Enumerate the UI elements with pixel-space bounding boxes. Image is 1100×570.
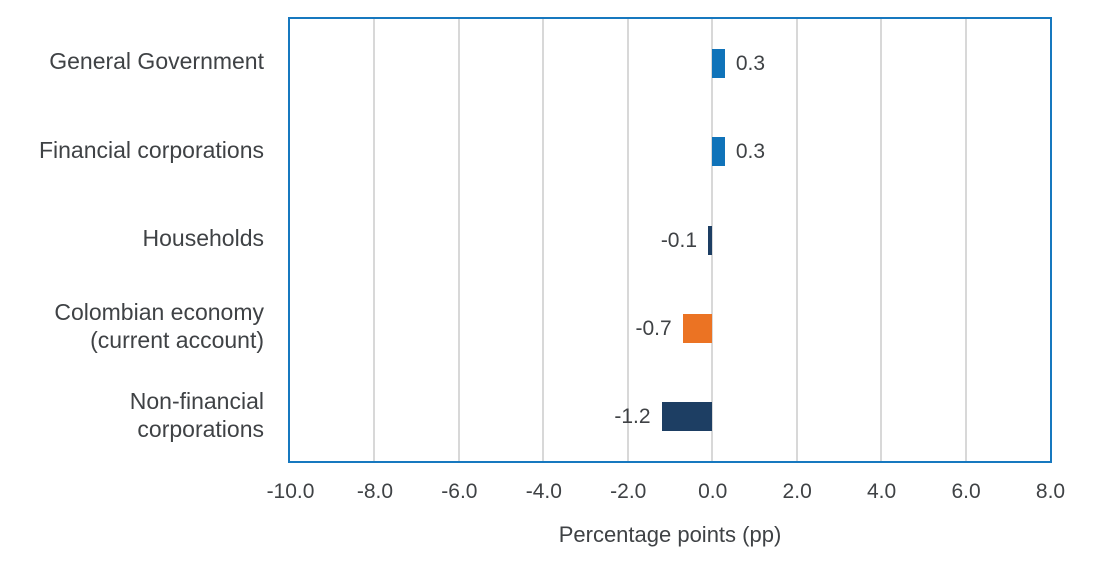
x-tick-label: -4.0 <box>525 480 562 503</box>
category-labels: General Government Financial corporations… <box>0 17 264 463</box>
gridline <box>711 19 714 461</box>
category-label: General Government <box>49 48 264 75</box>
x-tick-label: -6.0 <box>441 480 478 503</box>
gridline <box>795 19 798 461</box>
x-tick-label: 8.0 <box>1035 480 1066 503</box>
bar <box>708 225 713 255</box>
bar <box>682 313 713 343</box>
category-label: Colombian economy (current account) <box>54 299 264 354</box>
category-label: Non-financial corporations <box>129 387 264 442</box>
value-label: -1.2 <box>614 405 651 429</box>
value-label: 0.3 <box>735 140 766 164</box>
x-tick-label: 0.0 <box>698 480 728 503</box>
plot-area: 0.3 0.3 -0.1 -0.7 -1.2 <box>288 17 1052 463</box>
value-label: -0.7 <box>635 316 672 340</box>
value-label: -0.1 <box>660 228 697 252</box>
x-tick-label: -8.0 <box>356 480 394 503</box>
x-tick-label: 2.0 <box>782 480 812 503</box>
value-label: 0.3 <box>735 51 766 75</box>
bar <box>712 137 725 167</box>
gridline <box>964 19 967 461</box>
x-axis-tick-labels: -10.0 -8.0 -6.0 -4.0 -2.0 0.0 2.0 4.0 6.0 8.0 <box>267 480 1066 508</box>
gridline <box>373 19 376 461</box>
gridline <box>457 19 460 461</box>
gridline <box>626 19 629 461</box>
category-label: Households <box>142 225 264 251</box>
bar <box>712 48 725 78</box>
x-axis-title: Percentage points (pp) <box>558 522 782 547</box>
x-tick-label: 6.0 <box>951 480 981 503</box>
x-tick-label: 4.0 <box>867 480 897 503</box>
bar <box>661 402 713 432</box>
gridline <box>542 19 545 461</box>
x-tick-label: -2.0 <box>610 480 647 503</box>
gridline <box>880 19 883 461</box>
x-tick-label: -10.0 <box>266 480 315 503</box>
category-label: Financial corporations <box>38 136 264 163</box>
